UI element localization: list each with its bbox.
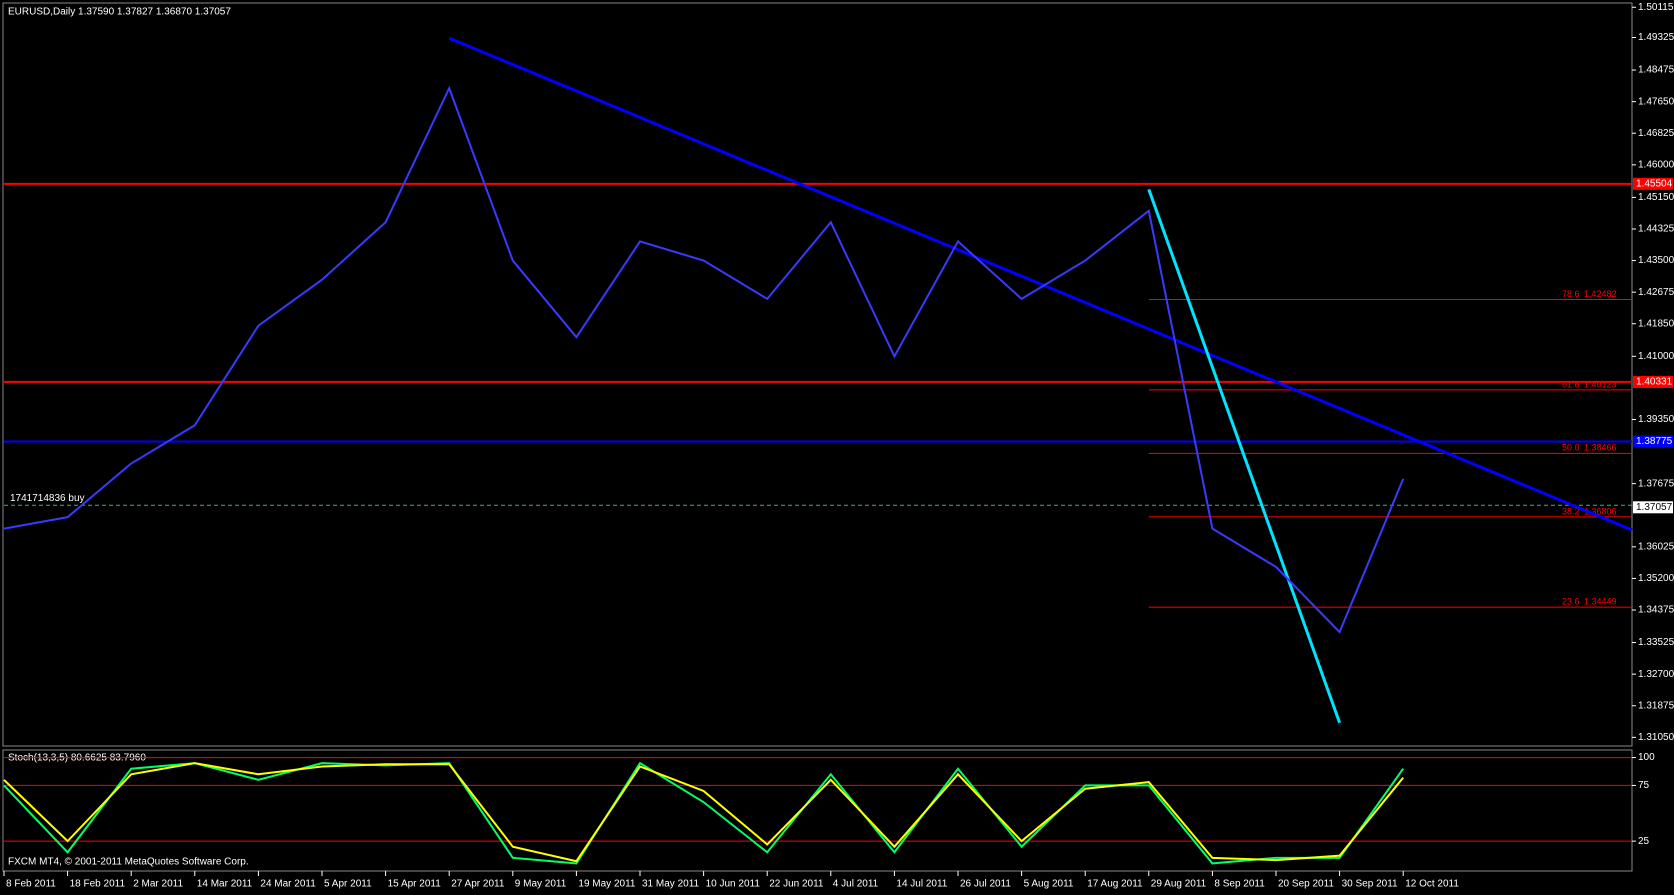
y-tick-label: 1.37675 xyxy=(1638,478,1674,489)
current-price-bg xyxy=(1633,501,1673,514)
fibo-level: 61.8 xyxy=(1562,379,1580,389)
y-tick-label: 1.48475 xyxy=(1638,65,1674,76)
fibo-level: 23.6 xyxy=(1562,597,1580,607)
x-tick-label: 20 Sep 2011 xyxy=(1278,879,1334,890)
x-tick-label: 19 May 2011 xyxy=(578,879,636,890)
price-label-bg xyxy=(1633,435,1673,448)
fibo-level: 38.2 xyxy=(1562,506,1580,516)
x-tick-label: 4 Jul 2011 xyxy=(833,879,879,890)
x-tick-label: 29 Aug 2011 xyxy=(1151,879,1207,890)
stoch-frame xyxy=(2,749,1633,872)
x-tick-label: 15 Apr 2011 xyxy=(388,879,442,890)
stoch-title: Stoch(13,3,5) 80.6625 83.7960 xyxy=(8,753,146,764)
x-tick-label: 17 Aug 2011 xyxy=(1087,879,1143,890)
series-line xyxy=(3,761,1405,865)
y-tick-label: 75 xyxy=(1638,780,1650,791)
x-tick-label: 31 May 2011 xyxy=(642,879,700,890)
x-tick-label: 14 Jul 2011 xyxy=(896,879,947,890)
x-tick-label: 8 Sep 2011 xyxy=(1214,879,1265,890)
y-tick-label: 1.36025 xyxy=(1638,541,1674,552)
y-tick-label: 1.46000 xyxy=(1638,159,1674,170)
y-tick-label: 1.49325 xyxy=(1638,32,1674,43)
price-label: 1.45504 xyxy=(1636,178,1673,189)
x-tick-label: 5 Aug 2011 xyxy=(1024,879,1074,890)
y-tick-label: 100 xyxy=(1638,752,1655,763)
price-label: 1.38775 xyxy=(1636,436,1673,447)
series-line xyxy=(3,85,1405,634)
y-tick-label: 1.31050 xyxy=(1638,732,1674,743)
y-tick-label: 1.47650 xyxy=(1638,96,1674,107)
x-tick-label: 27 Apr 2011 xyxy=(451,879,505,890)
y-tick-label: 1.45150 xyxy=(1638,192,1674,203)
y-tick-label: 1.39350 xyxy=(1638,414,1674,425)
x-tick-label: 18 Feb 2011 xyxy=(70,879,126,890)
trendline xyxy=(1147,188,1342,724)
x-tick-label: 9 May 2011 xyxy=(515,879,567,890)
x-tick-label: 8 Feb 2011 xyxy=(6,879,56,890)
fibo-price: 1.36806 xyxy=(1584,506,1617,516)
y-tick-label: 1.33525 xyxy=(1638,637,1674,648)
price-label-bg xyxy=(1633,177,1673,190)
fibo-level: 78.6 xyxy=(1562,289,1580,299)
fibo-price: 1.38466 xyxy=(1584,443,1617,453)
y-tick-label: 1.43500 xyxy=(1638,255,1674,266)
current-price: 1.37057 xyxy=(1636,502,1673,513)
fibo-price: 1.42482 xyxy=(1584,289,1617,299)
footer: FXCM MT4, © 2001-2011 MetaQuotes Softwar… xyxy=(8,857,249,868)
x-tick-label: 24 Mar 2011 xyxy=(260,879,316,890)
y-tick-label: 25 xyxy=(1638,836,1650,847)
y-tick-label: 1.46825 xyxy=(1638,128,1674,139)
x-tick-label: 12 Oct 2011 xyxy=(1405,879,1459,890)
fibo-price: 1.34449 xyxy=(1584,597,1617,607)
x-tick-label: 5 Apr 2011 xyxy=(324,879,372,890)
trendline xyxy=(448,36,1633,532)
x-tick-label: 10 Jun 2011 xyxy=(706,879,761,890)
y-tick-label: 1.50115 xyxy=(1638,2,1674,13)
x-tick-label: 2 Mar 2011 xyxy=(133,879,183,890)
y-tick-label: 1.44325 xyxy=(1638,224,1674,235)
x-tick-label: 30 Sep 2011 xyxy=(1342,879,1398,890)
y-tick-label: 1.32700 xyxy=(1638,669,1674,680)
chart-title: EURUSD,Daily 1.37590 1.37827 1.36870 1.3… xyxy=(8,7,231,18)
order-label: 1741714836 buy xyxy=(10,493,85,504)
price-label-bg xyxy=(1633,375,1673,388)
y-tick-label: 1.35200 xyxy=(1638,573,1674,584)
x-tick-label: 22 Jun 2011 xyxy=(769,879,824,890)
y-tick-label: 1.42675 xyxy=(1638,287,1674,298)
y-tick-label: 1.31875 xyxy=(1638,700,1674,711)
x-tick-label: 26 Jul 2011 xyxy=(960,879,1011,890)
main-frame xyxy=(2,2,1633,747)
price-label: 1.40331 xyxy=(1636,377,1673,388)
fibo-level: 50.0 xyxy=(1562,443,1580,453)
y-tick-label: 1.41000 xyxy=(1638,351,1674,362)
y-tick-label: 1.34375 xyxy=(1638,605,1674,616)
x-tick-label: 14 Mar 2011 xyxy=(197,879,253,890)
fibo-price: 1.40123 xyxy=(1584,379,1617,389)
y-tick-label: 1.41850 xyxy=(1638,318,1674,329)
series-line xyxy=(3,762,1404,863)
